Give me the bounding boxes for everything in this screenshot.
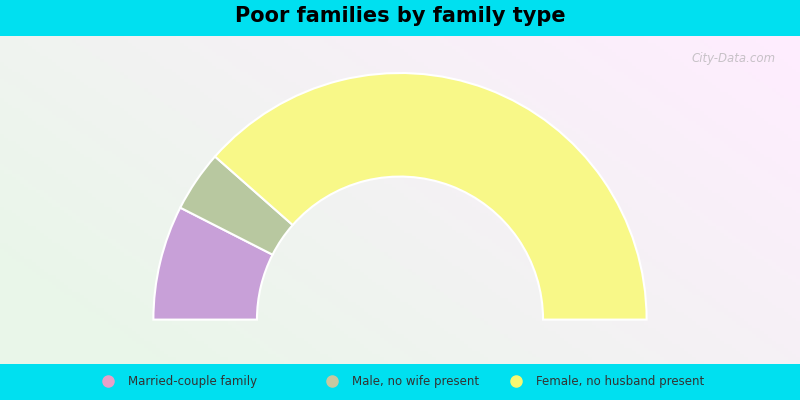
Text: City-Data.com: City-Data.com — [692, 52, 776, 65]
Text: Female, no husband present: Female, no husband present — [536, 375, 704, 388]
Text: Married-couple family: Married-couple family — [128, 375, 257, 388]
Text: Poor families by family type: Poor families by family type — [234, 6, 566, 26]
Wedge shape — [215, 73, 646, 320]
Wedge shape — [154, 208, 273, 320]
Wedge shape — [180, 156, 293, 255]
Text: Male, no wife present: Male, no wife present — [352, 375, 479, 388]
